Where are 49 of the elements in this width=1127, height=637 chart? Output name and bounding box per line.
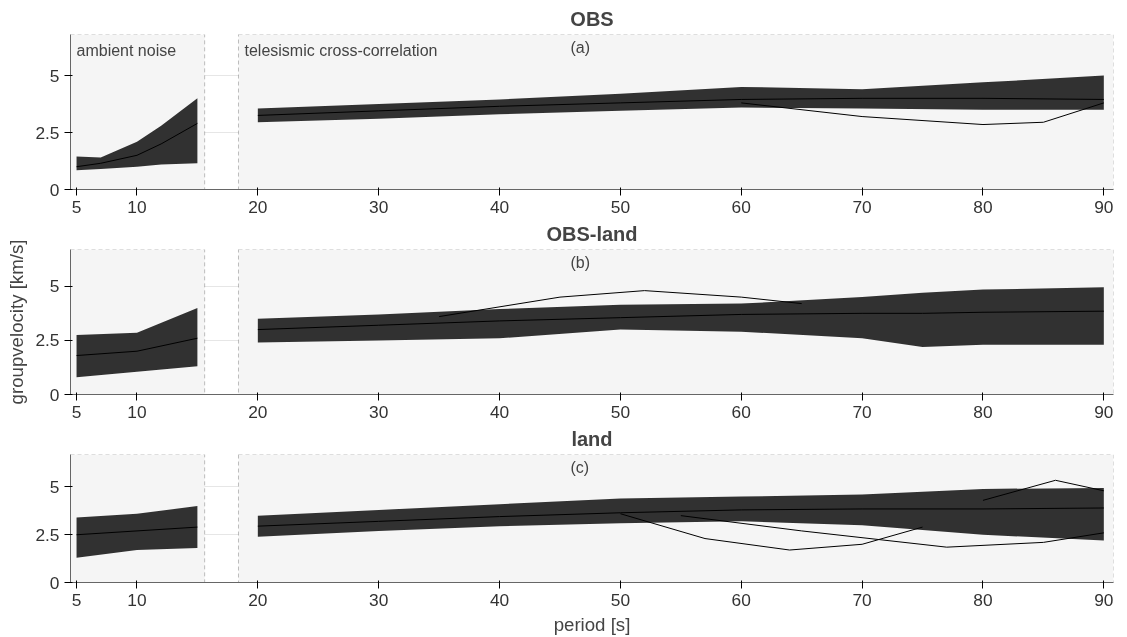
- x-tick-label: 10: [127, 589, 147, 610]
- y-tick-label: 0: [49, 179, 60, 200]
- y-tick-label: 5: [49, 476, 60, 497]
- x-tick-label: 30: [369, 196, 389, 217]
- chart-title: OBS-land: [546, 222, 638, 245]
- x-tick-label: 80: [973, 401, 993, 422]
- x-tick-label: 60: [731, 589, 751, 610]
- x-tick-label: 5: [71, 401, 82, 422]
- x-tick-label: 40: [489, 401, 510, 422]
- x-tick-label: 60: [731, 401, 751, 422]
- annotation: (a): [570, 38, 591, 56]
- y-axis-title: groupvelocity [km/s]: [6, 239, 28, 405]
- x-tick-label: 30: [369, 589, 389, 610]
- y-tick-label: 2.5: [35, 122, 60, 143]
- x-tick-label: 10: [127, 196, 147, 217]
- x-tick-label: 50: [610, 401, 631, 422]
- x-tick-label: 40: [489, 589, 510, 610]
- x-tick-label: 5: [71, 196, 82, 217]
- x-tick-label: 90: [1094, 589, 1114, 610]
- y-tick-label: 2.5: [35, 330, 60, 351]
- x-tick-label: 90: [1094, 196, 1114, 217]
- x-tick-label: 20: [248, 401, 268, 422]
- x-tick-label: 50: [610, 196, 631, 217]
- x-tick-label: 20: [248, 196, 268, 217]
- chart-title: OBS: [570, 7, 614, 30]
- chart-title: land: [571, 427, 613, 450]
- annotation: (c): [570, 458, 590, 476]
- x-axis-title: period [s]: [553, 613, 631, 635]
- band-label: telesismic cross-correlation: [244, 41, 438, 59]
- annotation: (b): [570, 253, 591, 271]
- y-tick-label: 0: [49, 384, 60, 405]
- x-tick-label: 70: [852, 196, 872, 217]
- y-tick-label: 5: [49, 276, 60, 297]
- x-tick-label: 80: [973, 589, 993, 610]
- x-tick-label: 5: [71, 589, 82, 610]
- y-tick-label: 5: [49, 65, 60, 86]
- x-tick-label: 70: [852, 589, 872, 610]
- y-tick-label: 0: [49, 572, 60, 593]
- x-tick-label: 30: [369, 401, 389, 422]
- x-tick-label: 20: [248, 589, 268, 610]
- x-tick-label: 60: [731, 196, 751, 217]
- x-tick-label: 70: [852, 401, 872, 422]
- x-tick-label: 10: [127, 401, 147, 422]
- x-tick-label: 90: [1094, 401, 1114, 422]
- x-tick-label: 80: [973, 196, 993, 217]
- x-tick-label: 50: [610, 589, 631, 610]
- y-tick-label: 2.5: [35, 524, 60, 545]
- x-tick-label: 40: [489, 196, 510, 217]
- band-label: ambient noise: [76, 41, 177, 59]
